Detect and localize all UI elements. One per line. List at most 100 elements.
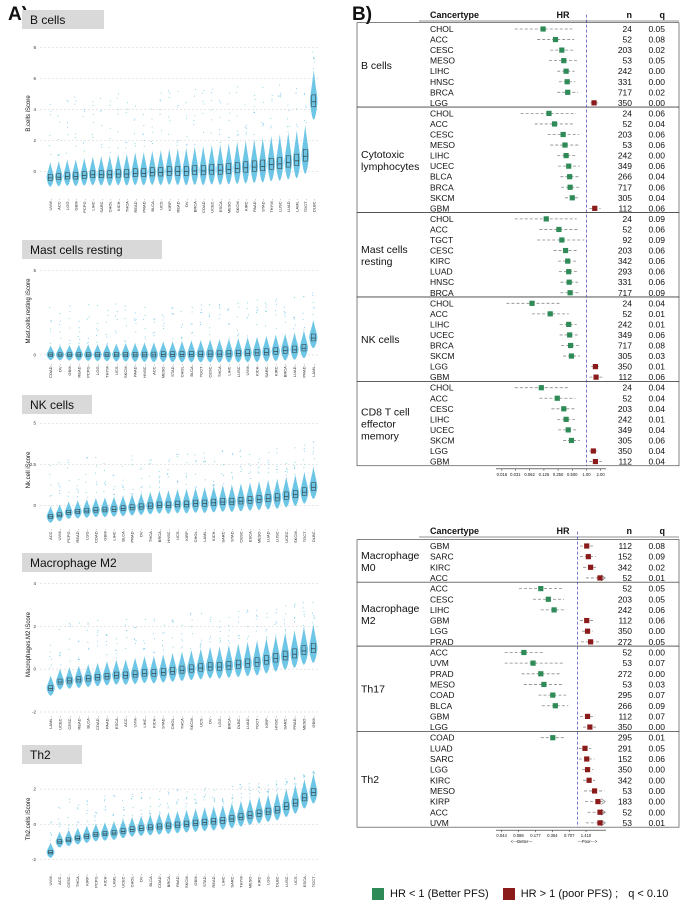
box: [189, 351, 194, 357]
box: [217, 350, 222, 357]
outlier-point: [144, 327, 146, 329]
outlier-point: [237, 335, 239, 337]
category-label: LAML -: [48, 715, 53, 728]
outlier-point: [275, 622, 277, 624]
y-tick-label: 6: [33, 76, 36, 81]
hr-point: [592, 205, 598, 211]
row-q: 0.05: [648, 24, 665, 34]
outlier-point: [248, 788, 250, 790]
outlier-point: [116, 638, 118, 640]
outlier-point: [195, 461, 197, 463]
outlier-point: [49, 832, 51, 834]
row-q: 0.06: [648, 108, 665, 118]
outlier-point: [143, 125, 145, 127]
outlier-point: [159, 812, 161, 814]
row-cancer: CESC: [430, 246, 454, 256]
outlier-point: [313, 616, 315, 618]
outlier-point: [158, 487, 160, 489]
outlier-point: [177, 789, 179, 791]
outlier-point: [190, 613, 192, 615]
outlier-point: [185, 798, 187, 800]
box: [120, 828, 126, 834]
x-tick-label: 0.062: [524, 472, 535, 477]
outlier-point: [267, 792, 269, 794]
outlier-point: [238, 333, 240, 335]
outlier-point: [60, 664, 62, 666]
outlier-point: [143, 642, 145, 644]
row-n: 242: [618, 605, 632, 615]
outlier-point: [97, 619, 99, 621]
category-label: UVM -: [48, 198, 53, 210]
category-label: SKCM -: [189, 715, 194, 730]
hr-point: [587, 639, 594, 645]
row-n: 24: [623, 108, 633, 118]
outlier-point: [117, 147, 119, 149]
outlier-point: [161, 314, 163, 316]
box: [57, 352, 63, 357]
box: [73, 172, 78, 180]
outlier-point: [149, 805, 151, 807]
row-n: 350: [618, 362, 632, 372]
outlier-point: [312, 622, 314, 624]
category-label: PRAD -: [301, 363, 306, 377]
outlier-point: [186, 462, 188, 464]
outlier-point: [254, 98, 256, 100]
outlier-point: [266, 612, 268, 614]
outlier-point: [265, 304, 267, 306]
outlier-point: [313, 615, 315, 617]
outlier-point: [49, 655, 51, 657]
category-label: PCPG -: [93, 873, 98, 887]
outlier-point: [168, 116, 170, 118]
outlier-point: [219, 142, 221, 144]
outlier-point: [262, 87, 264, 89]
outlier-point: [194, 793, 196, 795]
outlier-point: [58, 484, 60, 486]
outlier-point: [303, 463, 305, 465]
outlier-point: [213, 484, 215, 486]
hr-point: [530, 660, 536, 666]
outlier-point: [185, 806, 187, 808]
box: [148, 824, 153, 831]
outlier-point: [258, 466, 260, 468]
row-cancer: ACC: [430, 309, 448, 319]
outlier-point: [134, 638, 136, 640]
outlier-point: [264, 325, 266, 327]
outlier-point: [116, 643, 118, 645]
outlier-point: [59, 807, 61, 809]
outlier-point: [228, 630, 230, 632]
outlier-point: [218, 626, 220, 628]
outlier-point: [87, 623, 89, 625]
box: [235, 162, 240, 174]
outlier-point: [240, 465, 242, 467]
outlier-point: [125, 648, 127, 650]
outlier-point: [100, 97, 102, 99]
outlier-point: [87, 641, 89, 643]
outlier-point: [247, 626, 249, 628]
outlier-point: [191, 619, 193, 621]
box: [229, 497, 235, 506]
row-n: 52: [623, 119, 633, 129]
outlier-point: [247, 302, 249, 304]
box: [120, 505, 126, 511]
outlier-point: [286, 782, 288, 784]
row-cancer: CHOL: [430, 383, 454, 393]
hr-point: [554, 395, 560, 401]
outlier-point: [153, 335, 155, 337]
outlier-point: [85, 481, 87, 483]
outlier-point: [203, 90, 205, 92]
outlier-point: [59, 313, 61, 315]
outlier-point: [283, 306, 285, 308]
outlier-point: [154, 321, 156, 323]
outlier-point: [96, 640, 98, 642]
category-label: DLBC -: [275, 873, 280, 887]
outlier-point: [205, 794, 207, 796]
outlier-point: [49, 667, 51, 669]
outlier-point: [159, 100, 161, 102]
outlier-point: [58, 806, 60, 808]
hr-point: [584, 767, 591, 773]
group-box: [356, 381, 680, 467]
outlier-point: [78, 640, 80, 642]
box: [294, 153, 299, 166]
category-label: UVM -: [245, 363, 250, 375]
outlier-point: [237, 302, 239, 304]
